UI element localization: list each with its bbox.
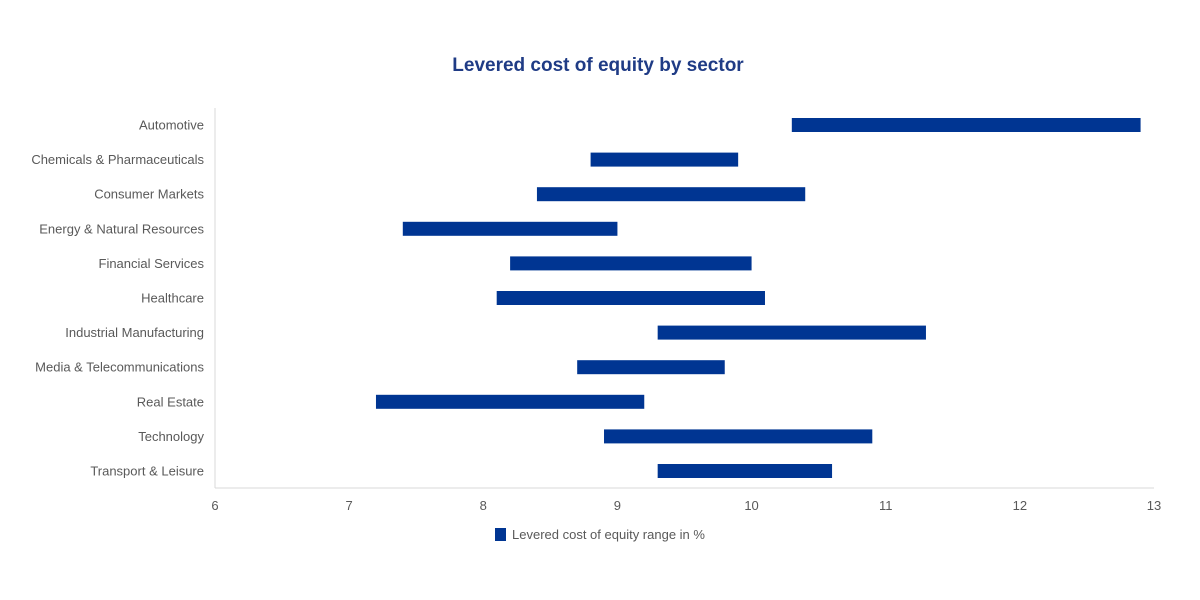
legend: Levered cost of equity range in % (495, 527, 705, 542)
x-tick-label: 13 (1147, 498, 1161, 513)
category-label: Consumer Markets (94, 187, 204, 202)
category-label: Healthcare (141, 291, 204, 306)
x-tick-label: 12 (1013, 498, 1027, 513)
category-label: Real Estate (137, 394, 204, 409)
x-tick-label: 11 (879, 498, 893, 513)
legend-label: Levered cost of equity range in % (512, 527, 705, 542)
chart-title: Levered cost of equity by sector (452, 55, 744, 76)
bar-4 (510, 256, 752, 271)
bar-9 (604, 429, 873, 444)
category-label: Technology (138, 429, 204, 444)
x-tick-label: 7 (346, 498, 353, 513)
x-tick-labels: 6 7 8 9 10 11 12 13 (211, 498, 1161, 513)
bar-2 (536, 187, 806, 202)
category-label: Chemicals & Pharmaceuticals (31, 152, 204, 167)
category-label: Media & Telecommunications (35, 360, 204, 375)
category-labels: Automotive Chemicals & Pharmaceuticals Con… (31, 118, 204, 479)
bar-5 (496, 291, 765, 305)
x-tick-label: 6 (211, 498, 218, 513)
bar-0 (791, 118, 1141, 132)
category-label: Financial Services (99, 256, 205, 271)
category-label: Energy & Natural Resources (39, 221, 204, 236)
bar-8 (375, 394, 645, 409)
bar-7 (577, 360, 725, 375)
bar-10 (657, 464, 833, 478)
bar-6 (657, 325, 926, 340)
bars-group (375, 118, 1141, 478)
bar-1 (590, 152, 739, 167)
bar-3 (402, 221, 618, 236)
category-label: Industrial Manufacturing (65, 325, 204, 340)
x-tick-label: 10 (744, 498, 758, 513)
x-tick-label: 8 (480, 498, 487, 513)
x-tick-label: 9 (614, 498, 621, 513)
category-label: Transport & Leisure (90, 464, 204, 479)
category-label: Automotive (139, 118, 204, 133)
legend-swatch (495, 528, 506, 541)
